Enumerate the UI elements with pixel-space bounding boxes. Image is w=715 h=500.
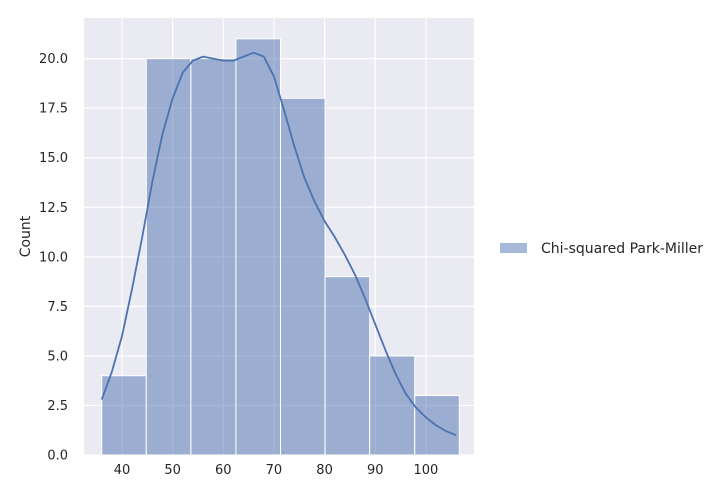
y-tick-label: 10.0: [39, 250, 68, 265]
y-tick-label: 12.5: [39, 201, 68, 216]
y-axis-title: Count: [18, 215, 34, 257]
kde-curve-group: [100, 51, 457, 437]
y-tick-label: 2.5: [47, 399, 68, 414]
y-tick-label: 17.5: [39, 102, 68, 117]
legend: Chi-squared Park-Miller: [500, 241, 703, 257]
x-tick-label: 70: [266, 463, 283, 478]
y-tick-label: 20.0: [39, 52, 68, 67]
histogram-bar: [235, 38, 282, 456]
histogram-bars: [101, 38, 460, 456]
kde-curve: [100, 51, 457, 437]
x-tick-label: 60: [215, 463, 232, 478]
legend-swatch: [500, 243, 527, 253]
x-tick-label: 80: [316, 463, 333, 478]
y-tick-label: 0.0: [47, 449, 68, 464]
y-axis-ticks: 0.0 2.5 5.0 7.5 10.0 12.5 15.0 17.5 20.0: [39, 52, 68, 463]
histogram-bar: [190, 58, 237, 456]
histogram-bar: [369, 355, 416, 456]
y-tick-label: 5.0: [47, 349, 68, 364]
x-tick-label: 100: [413, 463, 438, 478]
histogram-bar: [101, 375, 147, 456]
histogram-bar: [324, 276, 371, 456]
x-axis-ticks: 40 50 60 70 80 90 100: [114, 463, 439, 478]
x-tick-label: 50: [164, 463, 181, 478]
x-tick-label: 90: [367, 463, 384, 478]
histogram-bar: [145, 58, 192, 456]
histogram-bar: [280, 97, 326, 456]
legend-label: Chi-squared Park-Miller: [541, 241, 703, 257]
y-tick-label: 15.0: [39, 151, 68, 166]
x-tick-label: 40: [114, 463, 131, 478]
y-tick-label: 7.5: [47, 300, 68, 315]
